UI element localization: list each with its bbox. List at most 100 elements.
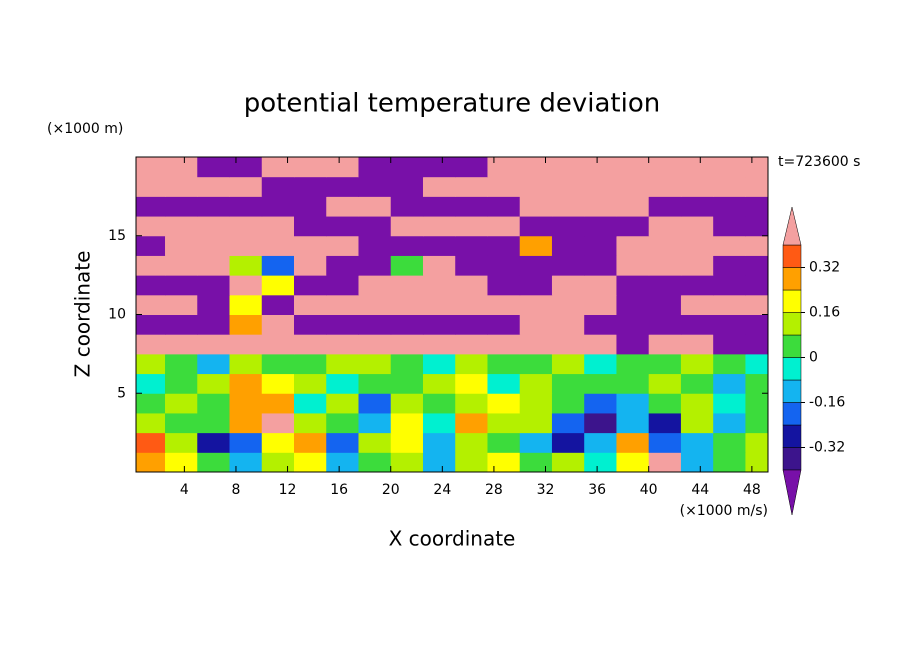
contour-cell — [455, 255, 488, 276]
contour-cell — [197, 275, 231, 296]
contour-cell — [616, 157, 650, 178]
contour-cell — [680, 353, 714, 375]
contour-cell — [616, 216, 650, 237]
contour-cell — [358, 294, 392, 315]
contour-cell — [616, 432, 650, 453]
contour-cell — [745, 275, 768, 296]
contour-cell — [455, 235, 488, 256]
contour-cell — [165, 235, 198, 256]
contour-cell — [519, 353, 553, 375]
colorbar-box — [782, 424, 802, 448]
contour-cell — [648, 235, 682, 256]
x-tick-label: 16 — [330, 482, 348, 498]
contour-cell — [294, 432, 327, 453]
contour-cell — [584, 216, 617, 237]
contour-cell — [261, 393, 295, 414]
contour-cell — [680, 373, 714, 394]
contour-cell — [229, 373, 263, 394]
contour-cell — [680, 255, 714, 276]
contour-cell — [616, 353, 650, 375]
contour-cell — [648, 176, 682, 197]
contour-cell — [261, 412, 295, 434]
x-tick-label: 40 — [640, 482, 658, 498]
contour-cell — [745, 452, 768, 472]
contour-cell — [680, 216, 714, 237]
contour-cell — [551, 393, 585, 414]
contour-cell — [294, 452, 327, 472]
contour-cell — [261, 452, 295, 472]
contour-cell — [745, 334, 768, 355]
contour-cell — [487, 235, 521, 256]
contour-cell — [229, 432, 263, 453]
contour-cell — [422, 255, 456, 276]
contour-cell — [294, 157, 327, 178]
contour-cell — [487, 373, 521, 394]
contour-cell — [358, 432, 392, 453]
colorbar-box — [782, 379, 802, 403]
contour-cell — [519, 432, 553, 453]
contour-cell — [648, 255, 682, 276]
contour-cell — [680, 452, 714, 472]
contour-cell — [136, 334, 166, 355]
contour-cell — [745, 294, 768, 315]
contour-cell — [358, 353, 392, 375]
contour-cell — [487, 294, 521, 315]
contour-cell — [487, 393, 521, 414]
colorbar-tick-label: 0 — [809, 350, 818, 366]
contour-cell — [713, 314, 746, 335]
contour-cell — [745, 373, 768, 394]
contour-cell — [648, 314, 682, 335]
contour-cell — [136, 373, 166, 394]
contour-cell — [455, 373, 488, 394]
contour-cell — [294, 196, 327, 217]
contour-cell — [616, 294, 650, 315]
contour-cell — [648, 412, 682, 434]
contour-cell — [326, 176, 359, 197]
contour-cell — [648, 294, 682, 315]
contour-cell — [422, 216, 456, 237]
contour-cell — [487, 412, 521, 434]
colorbar-box — [782, 244, 802, 268]
contour-cell — [326, 412, 359, 434]
contour-cell — [422, 294, 456, 315]
contour-cell — [455, 275, 488, 296]
contour-cell — [584, 294, 617, 315]
contour-cell — [358, 196, 392, 217]
contour-cell — [422, 373, 456, 394]
colorbar-box — [782, 334, 802, 358]
contour-cell — [229, 235, 263, 256]
contour-cell — [551, 334, 585, 355]
contour-cell — [390, 314, 424, 335]
contour-cell — [422, 235, 456, 256]
contour-cell — [229, 314, 263, 335]
contour-cell — [713, 412, 746, 434]
contour-cell — [422, 314, 456, 335]
contour-cell — [261, 373, 295, 394]
contour-cell — [519, 157, 553, 178]
contour-cell — [165, 196, 198, 217]
contour-cell — [680, 393, 714, 414]
contour-cell — [197, 334, 231, 355]
contour-cell — [487, 432, 521, 453]
contour-cell — [713, 275, 746, 296]
contour-cell — [616, 176, 650, 197]
contour-cell — [551, 452, 585, 472]
contour-cell — [648, 393, 682, 414]
contour-cell — [551, 275, 585, 296]
contour-cell — [294, 216, 327, 237]
contour-cell — [422, 412, 456, 434]
contour-cell — [584, 452, 617, 472]
colorbar-box — [782, 447, 802, 471]
contour-cell — [261, 353, 295, 375]
contour-cell — [390, 373, 424, 394]
contour-cell — [390, 432, 424, 453]
contour-cell — [455, 353, 488, 375]
contour-cell — [551, 196, 585, 217]
contour-cell — [519, 216, 553, 237]
x-axis-label: X coordinate — [389, 527, 516, 551]
contour-cell — [165, 334, 198, 355]
contour-cell — [197, 353, 231, 375]
contour-cell — [584, 353, 617, 375]
contour-cell — [136, 353, 166, 375]
contour-cell — [745, 393, 768, 414]
